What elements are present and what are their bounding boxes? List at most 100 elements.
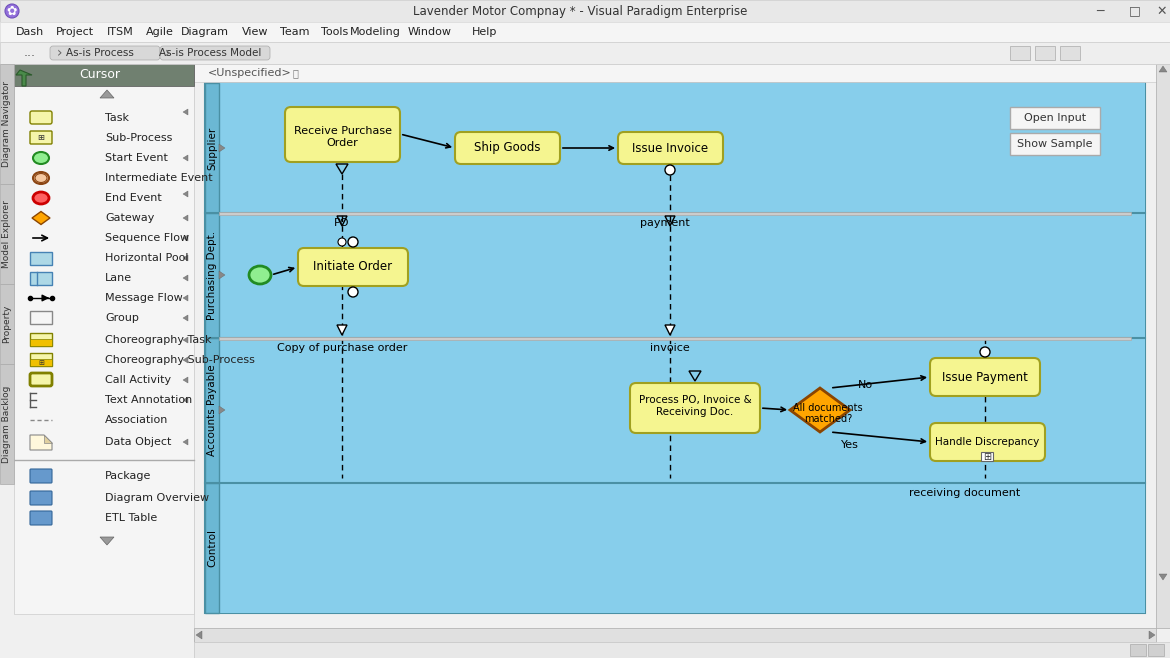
Circle shape	[665, 165, 675, 175]
Bar	[205, 213, 219, 338]
FancyBboxPatch shape	[298, 248, 408, 286]
Text: Call Activity: Call Activity	[105, 375, 171, 385]
Text: Tools: Tools	[322, 27, 349, 37]
FancyBboxPatch shape	[285, 107, 400, 162]
Bar	[30, 311, 51, 324]
Text: matched?: matched?	[804, 414, 852, 424]
Text: ⊞: ⊞	[37, 133, 44, 142]
FancyBboxPatch shape	[930, 358, 1040, 396]
Text: Project: Project	[56, 27, 94, 37]
Text: Lane: Lane	[105, 273, 132, 283]
FancyBboxPatch shape	[50, 46, 160, 60]
Text: No: No	[858, 380, 873, 390]
Circle shape	[338, 238, 346, 246]
Text: Choreography Sub-Process: Choreography Sub-Process	[105, 355, 255, 365]
Polygon shape	[16, 70, 32, 86]
Polygon shape	[790, 388, 849, 432]
Text: Start Event: Start Event	[105, 153, 167, 163]
Text: Process PO, Invoice &: Process PO, Invoice &	[639, 395, 751, 405]
Polygon shape	[219, 271, 225, 279]
Text: Package: Package	[105, 471, 151, 481]
Text: ⊞: ⊞	[983, 451, 991, 461]
Text: Order: Order	[326, 138, 358, 147]
Polygon shape	[183, 109, 188, 115]
Text: ✿: ✿	[7, 5, 18, 18]
Text: Choreography Task: Choreography Task	[105, 335, 212, 345]
Polygon shape	[219, 144, 225, 152]
Ellipse shape	[249, 266, 271, 284]
Bar	[980, 452, 993, 461]
Text: Sequence Flow: Sequence Flow	[105, 233, 190, 243]
Text: Message Flow: Message Flow	[105, 293, 183, 303]
Text: Model Explorer: Model Explorer	[2, 200, 12, 268]
Polygon shape	[183, 215, 188, 221]
Text: Diagram Navigator: Diagram Navigator	[2, 81, 12, 167]
Text: Intermediate Event: Intermediate Event	[105, 173, 213, 183]
Bar	[219, 337, 1131, 340]
Text: Sub-Process: Sub-Process	[105, 133, 172, 143]
Text: ⊞: ⊞	[39, 360, 44, 366]
Text: View: View	[242, 27, 268, 37]
Bar	[205, 213, 1145, 214]
Polygon shape	[183, 357, 188, 363]
Polygon shape	[183, 337, 188, 343]
Ellipse shape	[33, 172, 49, 184]
Polygon shape	[1149, 631, 1155, 639]
Bar	[14, 64, 194, 614]
Bar	[205, 483, 219, 613]
Text: Modeling: Modeling	[350, 27, 400, 37]
FancyBboxPatch shape	[930, 423, 1045, 461]
FancyBboxPatch shape	[455, 132, 560, 164]
Text: Receive Purchase: Receive Purchase	[294, 126, 392, 136]
Text: 🔍: 🔍	[292, 68, 298, 78]
Text: ...: ...	[25, 47, 36, 59]
Bar	[1035, 46, 1055, 60]
Polygon shape	[219, 406, 225, 414]
Bar	[194, 642, 1170, 658]
Text: Help: Help	[473, 27, 497, 37]
Text: payment: payment	[640, 218, 690, 228]
Bar	[30, 272, 51, 285]
Polygon shape	[183, 397, 188, 403]
Bar	[0, 22, 1170, 42]
Bar	[0, 284, 14, 364]
Polygon shape	[337, 325, 347, 335]
Bar	[1010, 46, 1030, 60]
Bar	[205, 83, 1145, 613]
Polygon shape	[99, 537, 113, 545]
Text: <Unspecified>: <Unspecified>	[208, 68, 291, 78]
Text: Group: Group	[105, 313, 139, 323]
Polygon shape	[183, 275, 188, 281]
Polygon shape	[665, 325, 675, 335]
FancyBboxPatch shape	[30, 511, 51, 525]
Bar	[205, 83, 219, 213]
Text: Control: Control	[207, 529, 216, 567]
Text: Supplier: Supplier	[207, 126, 216, 170]
Polygon shape	[1159, 574, 1166, 580]
Text: ✕: ✕	[1157, 5, 1168, 18]
Polygon shape	[183, 295, 188, 301]
Bar	[0, 184, 14, 284]
Text: Text Annotation: Text Annotation	[105, 395, 192, 405]
Text: Handle Discrepancy: Handle Discrepancy	[935, 437, 1040, 447]
Bar	[219, 338, 1145, 483]
FancyBboxPatch shape	[30, 491, 51, 505]
Text: Initiate Order: Initiate Order	[314, 261, 393, 274]
Bar	[194, 628, 1156, 642]
Text: receiving document: receiving document	[909, 488, 1020, 498]
Bar	[30, 333, 51, 346]
Text: Issue Payment: Issue Payment	[942, 370, 1028, 384]
Text: As-is Process: As-is Process	[66, 48, 133, 58]
Text: Show Sample: Show Sample	[1017, 139, 1093, 149]
Circle shape	[347, 287, 358, 297]
Circle shape	[347, 237, 358, 247]
Text: Ship Goods: Ship Goods	[474, 141, 541, 155]
Text: Horizontal Pool: Horizontal Pool	[105, 253, 188, 263]
Ellipse shape	[33, 192, 49, 204]
Text: □: □	[1129, 5, 1141, 18]
Bar	[205, 338, 219, 483]
Text: Task: Task	[105, 113, 129, 123]
Bar	[1010, 107, 1100, 129]
Text: Purchasing Dept.: Purchasing Dept.	[207, 231, 216, 320]
Bar	[205, 338, 1145, 339]
